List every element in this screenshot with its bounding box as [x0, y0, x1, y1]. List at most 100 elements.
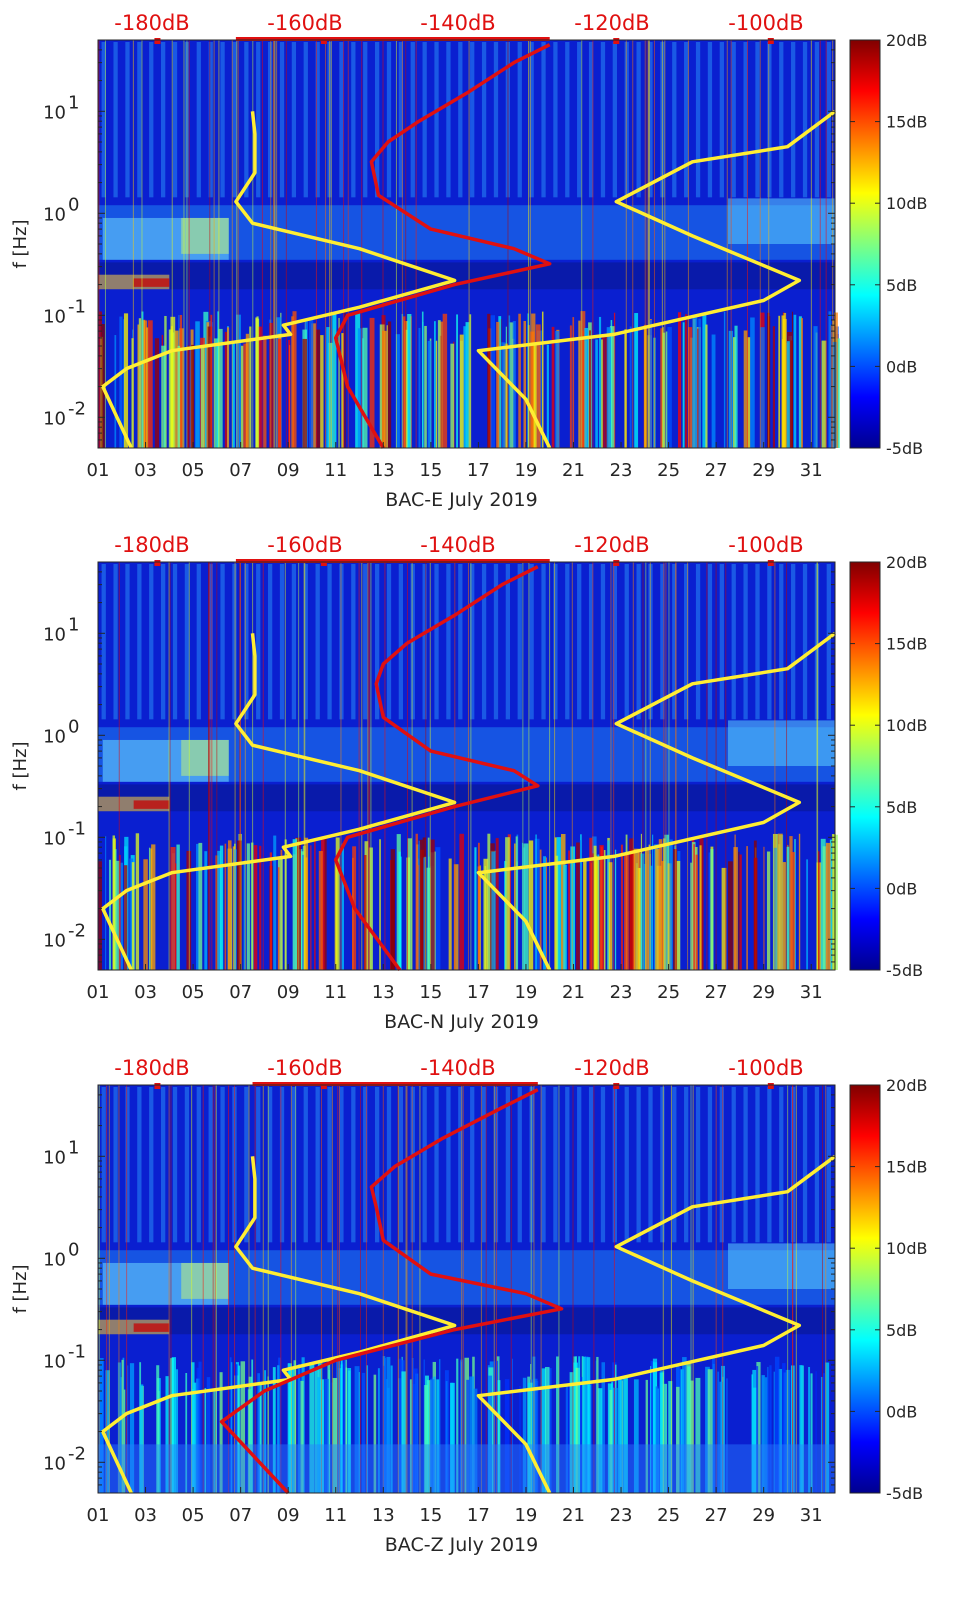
colorbar — [849, 1084, 881, 1494]
lowfreq-column — [676, 860, 681, 970]
lowfreq-column — [778, 1368, 783, 1493]
lowfreq-column — [469, 1376, 475, 1493]
lowfreq-column — [678, 312, 682, 448]
transient-spike — [493, 1085, 495, 1493]
lowfreq-column — [426, 1380, 432, 1493]
lowfreq-column — [123, 319, 125, 448]
top-db-label: -120dB — [574, 1056, 649, 1080]
diurnal-band — [291, 1087, 297, 1243]
lowfreq-column — [541, 311, 544, 448]
diurnal-band — [149, 1087, 154, 1243]
x-tick-label: 25 — [657, 982, 680, 1003]
diurnal-band — [386, 42, 392, 198]
diurnal-band — [553, 1087, 558, 1243]
lowfreq-column — [555, 855, 559, 970]
lowfreq-column — [309, 1362, 315, 1493]
lowfreq-column — [609, 1389, 613, 1493]
transient-spike — [367, 562, 369, 970]
transient-spike — [325, 40, 327, 448]
lowfreq-column — [533, 1378, 538, 1493]
reference-curve-yellow-2 — [476, 109, 837, 449]
lowfreq-column — [465, 322, 470, 448]
lowfreq-column — [219, 845, 224, 970]
diurnal-band — [695, 42, 701, 198]
lowfreq-column — [546, 344, 549, 448]
lowfreq-column — [624, 329, 627, 448]
top-marker — [154, 1083, 161, 1089]
diurnal-band — [814, 1087, 820, 1243]
lowfreq-column — [593, 845, 597, 970]
transient-spike — [592, 562, 594, 970]
lowfreq-column — [210, 314, 213, 448]
y-tick-label: 10 — [43, 624, 66, 645]
lowfreq-column — [105, 836, 107, 970]
lowfreq-column — [277, 858, 283, 970]
lowfreq-column — [177, 345, 181, 448]
lowfreq-column — [793, 314, 797, 448]
lowfreq-column — [327, 1360, 331, 1493]
lowfreq-column — [272, 1367, 276, 1493]
lowfreq-column — [723, 311, 726, 448]
y-tick-exponent: 0 — [68, 716, 79, 737]
lowfreq-column — [171, 1357, 177, 1493]
diurnal-band — [137, 42, 142, 198]
y-tick-label: 10 — [43, 306, 66, 327]
lowfreq-column — [539, 849, 542, 970]
lowfreq-column — [652, 1358, 658, 1493]
lowfreq-column — [541, 1368, 546, 1493]
y-tick-label: 10 — [43, 930, 66, 951]
quiet-band — [98, 784, 835, 812]
diurnal-band — [648, 42, 653, 198]
x-tick-label: 03 — [134, 1505, 157, 1526]
diurnal-band — [493, 42, 499, 198]
transient-spike — [649, 562, 651, 970]
transient-spike — [239, 562, 241, 970]
lowfreq-column — [404, 329, 408, 448]
lowfreq-column — [383, 1357, 386, 1493]
lowfreq-column — [436, 1379, 440, 1493]
lowfreq-column — [463, 326, 467, 448]
x-tick-label: 09 — [277, 1505, 300, 1526]
lowfreq-column — [340, 1359, 343, 1493]
diurnal-band — [363, 1087, 368, 1243]
x-axis-label: BAC-E July 2019 — [385, 489, 537, 511]
lowfreq-column — [170, 316, 176, 448]
quiet-band — [98, 262, 835, 290]
lowfreq-column — [743, 330, 748, 448]
lowfreq-column — [466, 1379, 470, 1493]
lowfreq-column — [292, 839, 298, 970]
transient-spike — [507, 40, 509, 448]
diurnal-band — [351, 42, 356, 198]
lowfreq-column — [277, 1365, 280, 1493]
diurnal-band — [743, 42, 748, 198]
lowfreq-column — [640, 853, 645, 970]
diurnal-band — [814, 42, 820, 198]
transient-spike — [664, 40, 666, 448]
lowfreq-column — [633, 1379, 639, 1493]
diurnal-band — [410, 1087, 415, 1243]
lowfreq-column — [806, 859, 809, 970]
transient-spike — [186, 40, 188, 448]
lowfreq-column — [185, 1373, 188, 1493]
diurnal-band — [612, 564, 617, 720]
lowfreq-column — [652, 834, 654, 970]
lowfreq-column — [154, 338, 160, 448]
lowfreq-column — [750, 317, 755, 448]
lowfreq-column — [386, 1387, 390, 1493]
diurnal-band — [267, 1087, 273, 1243]
diurnal-band — [731, 42, 736, 198]
x-tick-label: 09 — [277, 460, 300, 481]
transient-spike — [231, 40, 233, 448]
transient-spike — [581, 40, 583, 448]
diurnal-band — [256, 42, 261, 198]
transient-spike — [267, 1085, 269, 1493]
lowfreq-column — [613, 1387, 618, 1493]
lowfreq-column — [186, 850, 192, 970]
transient-spike — [401, 40, 403, 448]
x-tick-label: 13 — [372, 982, 395, 1003]
lowfreq-column — [698, 318, 701, 448]
colorbar-tick-label: -5dB — [886, 961, 923, 980]
lowfreq-column — [669, 839, 673, 970]
energy-patch — [728, 198, 835, 244]
x-tick-label: 23 — [610, 1505, 633, 1526]
